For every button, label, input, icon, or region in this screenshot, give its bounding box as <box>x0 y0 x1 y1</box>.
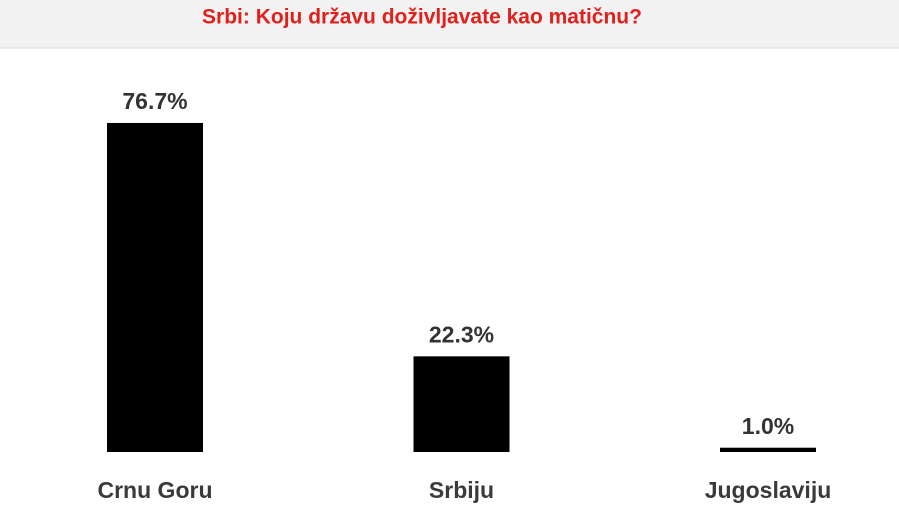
bar <box>720 447 816 452</box>
chart-title: Srbi: Koju državu doživljavate kao matič… <box>202 6 642 29</box>
x-tick-label: Jugoslaviju <box>705 477 832 503</box>
x-tick-label: Crnu Goru <box>98 477 213 503</box>
value-label: 76.7% <box>122 88 187 114</box>
value-label: 1.0% <box>742 413 794 439</box>
header-band <box>0 0 899 48</box>
bar <box>413 356 510 452</box>
bar <box>107 122 203 452</box>
value-label: 22.3% <box>429 321 494 347</box>
x-tick-label: Srbiju <box>429 477 494 503</box>
